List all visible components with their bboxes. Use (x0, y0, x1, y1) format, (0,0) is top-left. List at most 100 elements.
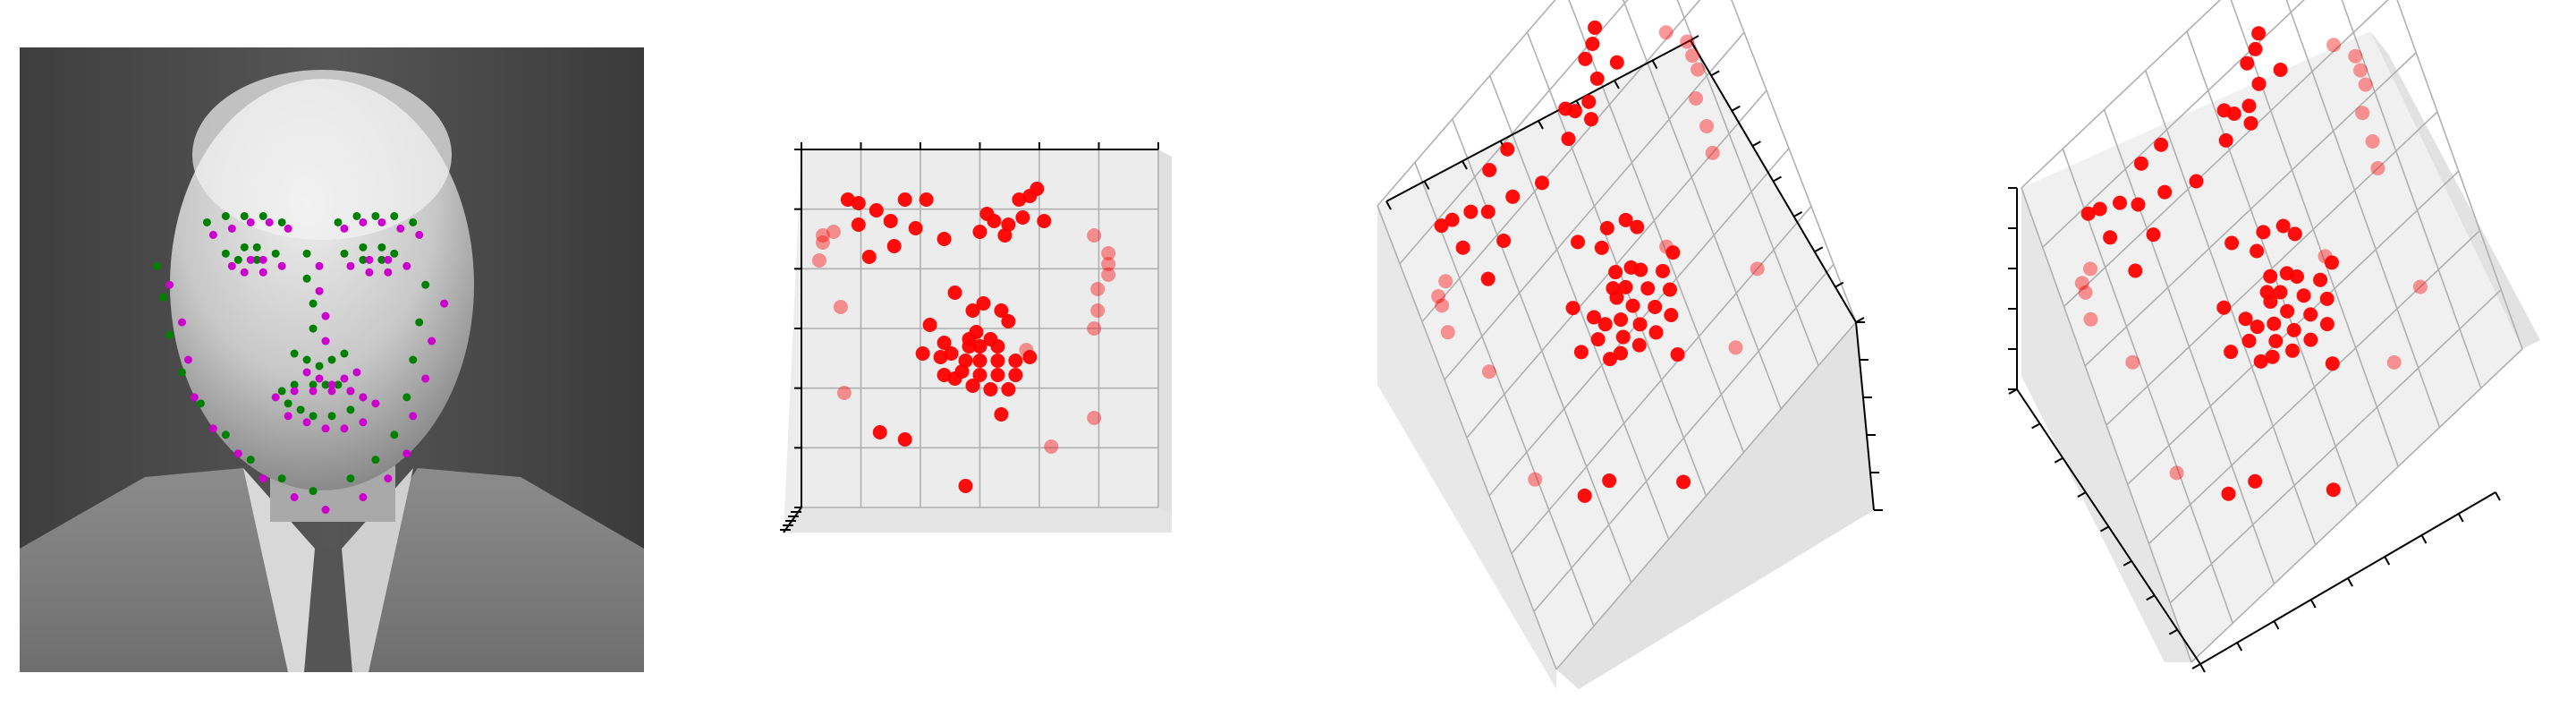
scatter-point (908, 221, 923, 235)
scatter-point (1664, 308, 1679, 323)
landmark-point-green (159, 293, 168, 302)
landmark-point-magenta (327, 380, 336, 389)
scatter-point (1597, 317, 1613, 332)
landmark-point-magenta (315, 286, 324, 295)
axis-tick (1793, 211, 1803, 217)
scatter-point (2319, 291, 2334, 306)
necktie-shape (304, 549, 352, 672)
landmark-point-magenta (258, 268, 267, 277)
gridline (2341, 0, 2482, 389)
scatter-point (1728, 340, 1743, 355)
scatter-point (1001, 382, 1016, 396)
landmark-point-magenta (284, 412, 292, 421)
scatter-point (2253, 354, 2268, 369)
scatter-point (994, 407, 1009, 422)
scatter-point (1648, 325, 1664, 340)
scatter-point (1571, 234, 1586, 250)
landmark-point-magenta (428, 337, 436, 345)
scatter-point (962, 332, 977, 346)
scatter-point (1528, 472, 1543, 487)
gridline (2042, 0, 2305, 248)
scatter-point (2353, 63, 2368, 78)
scatter-point (2325, 356, 2340, 371)
scatter-point (2080, 206, 2096, 221)
landmark-point-magenta (359, 217, 368, 226)
axis-tick (2123, 560, 2132, 567)
scatter-point (976, 296, 991, 311)
axis-tick (2273, 620, 2280, 630)
scatter-point (2326, 38, 2341, 53)
axis-tick (2420, 534, 2428, 544)
scatter-point (2154, 137, 2169, 152)
axis-tick (2495, 491, 2501, 501)
landmark-point-green (202, 217, 211, 226)
landmark-point-green (252, 243, 261, 251)
scatter-point (972, 354, 987, 368)
landmark-point-green (290, 349, 299, 358)
scatter-3d-steep-view (1995, 0, 2558, 698)
landmark-point-green (359, 243, 368, 251)
landmark-point-green (296, 405, 305, 414)
axis-tick (2191, 663, 2201, 669)
scatter-point (922, 318, 937, 332)
scatter-point (1705, 145, 1720, 160)
gridline (1421, 0, 1701, 323)
landmark-point-magenta (377, 217, 386, 226)
landmark-point-green (340, 349, 349, 358)
scatter-point (2216, 300, 2232, 315)
scatter-point (1625, 298, 1640, 313)
scatter-3d-front-svg (780, 142, 1172, 533)
scatter-point (2125, 354, 2140, 370)
scatter-point (1585, 37, 1600, 52)
landmark-point-magenta (371, 399, 380, 408)
scatter-3d-front-view (769, 125, 1199, 591)
landmark-point-green (371, 211, 380, 220)
landmark-point-green (309, 324, 318, 333)
landmark-point-magenta (258, 255, 267, 264)
landmark-point-green (221, 249, 230, 258)
scatter-point (2265, 349, 2280, 364)
scatter-point (1594, 240, 1609, 255)
scatter-point (919, 192, 934, 207)
landmark-point-green (390, 249, 399, 258)
scatter-point (2280, 303, 2295, 319)
scatter-point (1618, 279, 1633, 294)
landmark-point-magenta (321, 424, 330, 433)
gridline (1676, 0, 1819, 366)
landmark-point-magenta (258, 474, 267, 483)
scatter-point (2256, 225, 2271, 240)
gridline (1444, 31, 1745, 380)
scatter-point (2157, 184, 2173, 200)
scatter-point (1087, 228, 1102, 243)
landmark-point-magenta (340, 424, 349, 433)
scatter-point (1101, 246, 1116, 260)
landmark-point-magenta (302, 418, 311, 427)
scatter-point (972, 225, 987, 239)
landmark-point-green (346, 405, 355, 414)
scatter-point (897, 432, 912, 447)
scatter-point (2250, 243, 2265, 259)
scatter-point (2285, 343, 2300, 358)
scatter-point (833, 300, 848, 314)
scatter-point (2250, 320, 2265, 335)
landmark-point-green (390, 211, 399, 220)
landmark-point-green (277, 217, 286, 226)
landmark-point-green (334, 380, 343, 389)
landmark-point-green (309, 487, 318, 496)
scatter-point (1440, 325, 1455, 340)
scatter-point (972, 339, 987, 354)
shirt-collar-left (243, 468, 328, 672)
landmark-point-green (309, 412, 318, 421)
gridline (1568, 0, 1745, 453)
scatter-point (983, 332, 998, 346)
scatter-point (2259, 285, 2275, 300)
scatter-point (2325, 255, 2339, 270)
scatter-point (1663, 282, 1677, 297)
scatter-point (2133, 156, 2148, 171)
scatter-point (1565, 301, 1580, 316)
axis-tick (2146, 594, 2156, 601)
scatter-point (2287, 226, 2302, 242)
scatter-point (1606, 281, 1621, 296)
scatter-point (1037, 214, 1052, 228)
scatter-point (2240, 55, 2255, 71)
